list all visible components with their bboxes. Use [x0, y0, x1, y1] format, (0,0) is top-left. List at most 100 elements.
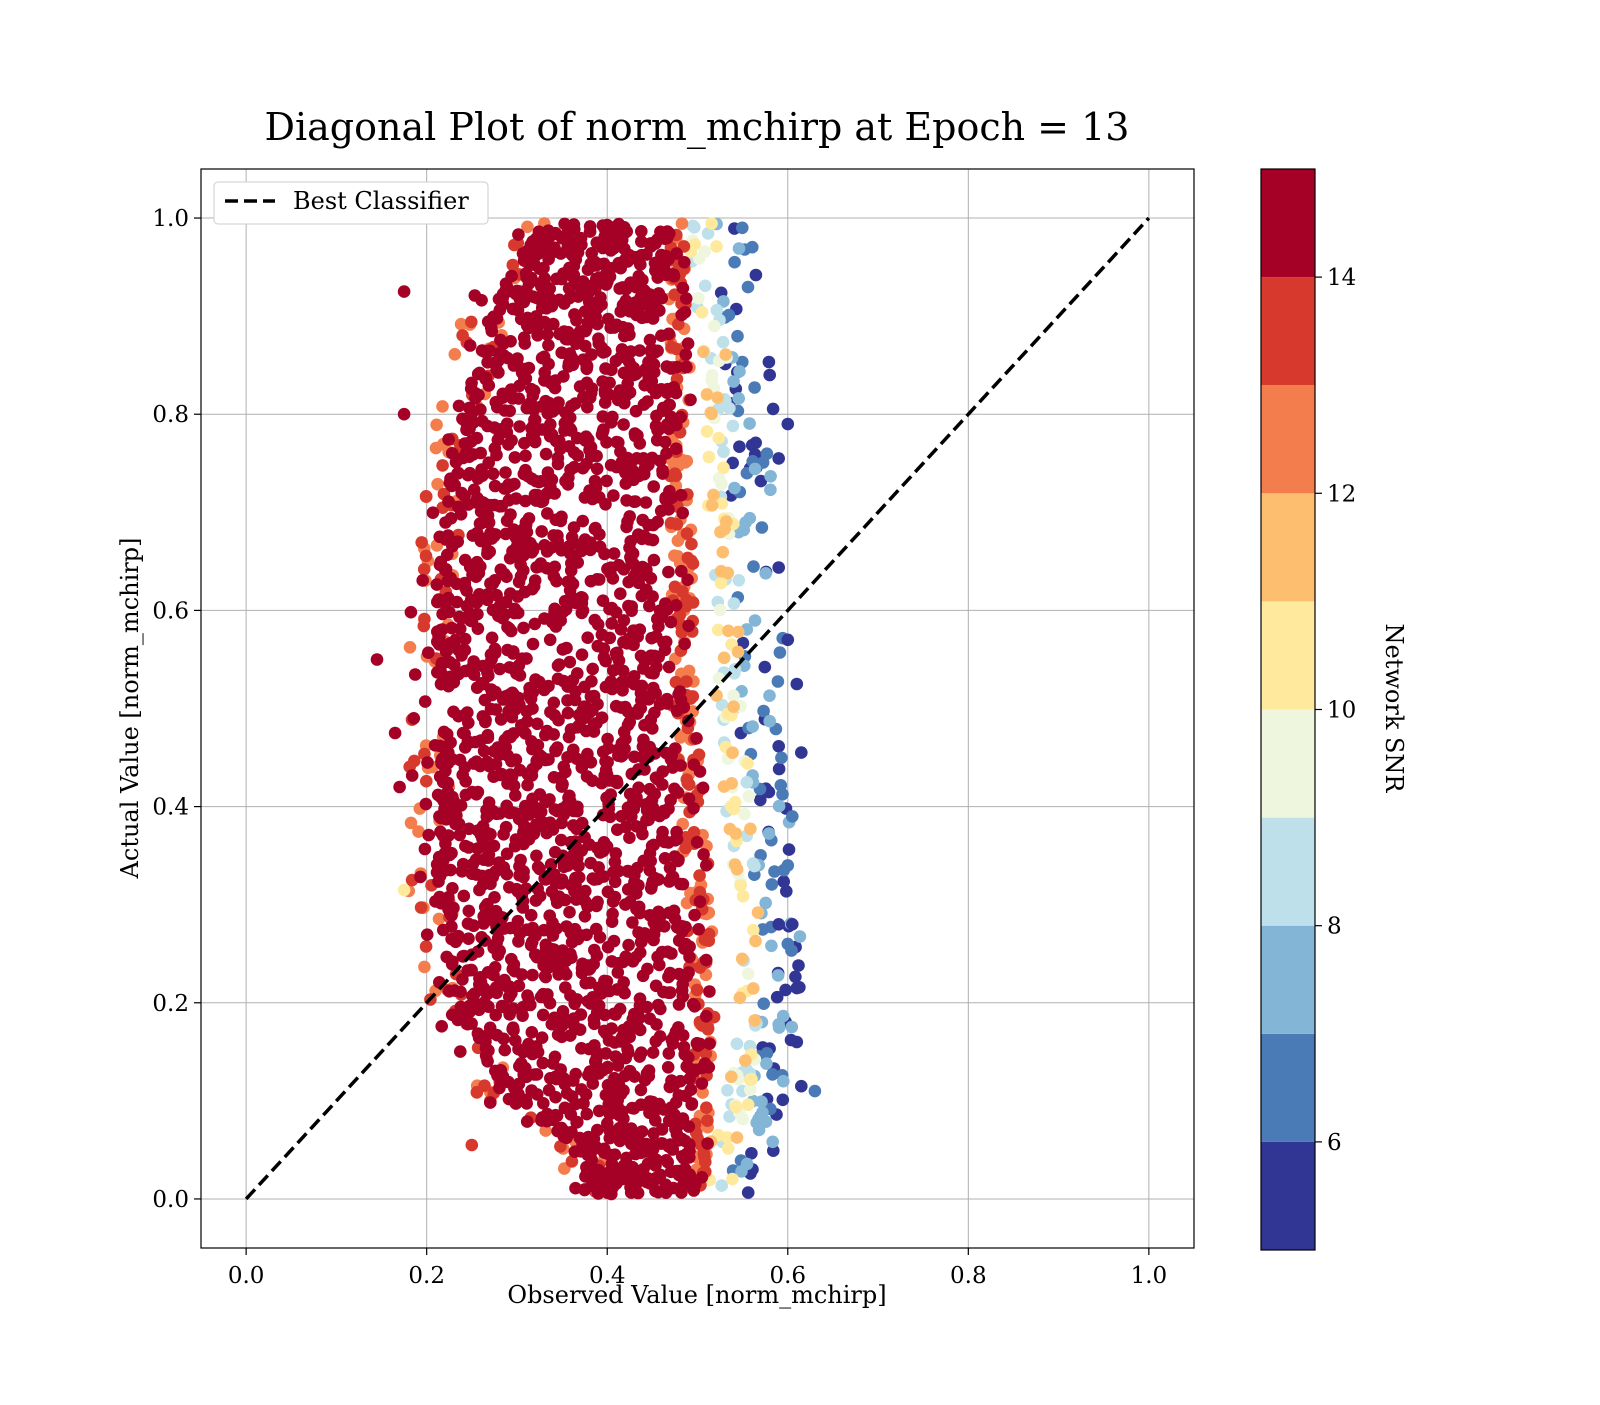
- scatter-point: [583, 443, 596, 457]
- scatter-point: [545, 541, 558, 554]
- scatter-point: [690, 1037, 704, 1050]
- scatter-point: [546, 405, 560, 418]
- scatter-point: [599, 220, 613, 234]
- colorbar-segment: [1261, 925, 1315, 1034]
- scatter-point: [442, 903, 455, 916]
- scatter-point: [610, 219, 624, 233]
- scatter-point: [407, 712, 421, 725]
- scatter-point: [582, 1068, 595, 1082]
- scatter-point-outlier: [786, 810, 799, 823]
- scatter-point: [642, 801, 655, 815]
- scatter-point: [503, 404, 516, 418]
- scatter-point: [490, 936, 503, 950]
- scatter-point: [419, 490, 433, 503]
- scatter-point: [562, 471, 575, 484]
- scatter-point: [481, 827, 495, 840]
- scatter-point: [635, 225, 648, 238]
- scatter-point: [637, 1162, 650, 1176]
- scatter-point: [650, 433, 664, 447]
- scatter-point: [560, 799, 574, 812]
- scatter-point: [580, 376, 594, 390]
- scatter-point: [728, 858, 742, 871]
- scatter-point: [494, 1064, 508, 1077]
- scatter-point: [547, 696, 561, 710]
- scatter-point: [653, 958, 666, 972]
- scatter-point: [647, 667, 660, 680]
- scatter-point: [622, 1046, 635, 1059]
- scatter-point: [503, 881, 516, 894]
- scatter-point: [634, 649, 648, 663]
- scatter-point: [526, 389, 540, 403]
- scatter-point: [728, 667, 741, 680]
- scatter-point: [690, 983, 704, 997]
- scatter-point: [498, 973, 511, 987]
- scatter-point: [727, 802, 740, 816]
- colorbar-segment: [1261, 169, 1315, 278]
- scatter-point: [630, 887, 643, 900]
- scatter-point: [575, 648, 589, 661]
- scatter-point: [659, 746, 673, 760]
- scatter-point: [702, 927, 716, 941]
- scatter-point: [474, 446, 488, 460]
- scatter-point: [775, 751, 788, 765]
- scatter-point: [469, 853, 483, 866]
- scatter-point: [508, 477, 521, 491]
- scatter-point: [746, 923, 760, 937]
- scatter-point: [436, 400, 449, 413]
- scatter-point: [504, 587, 517, 600]
- scatter-point: [623, 1065, 637, 1078]
- scatter-point: [520, 705, 534, 718]
- scatter-point: [672, 934, 686, 947]
- scatter-point: [443, 655, 457, 669]
- scatter-point: [608, 875, 622, 889]
- scatter-point-outlier: [786, 918, 799, 931]
- scatter-point: [539, 753, 552, 767]
- scatter-point: [649, 979, 663, 993]
- scatter-point: [604, 262, 618, 275]
- scatter-point: [452, 399, 466, 413]
- scatter-point: [693, 869, 706, 882]
- scatter-point: [428, 739, 442, 752]
- scatter-point: [722, 624, 735, 638]
- scatter-point: [580, 928, 593, 942]
- scatter-point: [624, 456, 638, 470]
- colorbar-tick-label: 12: [1327, 481, 1356, 507]
- scatter-point: [635, 589, 649, 603]
- scatter-point: [491, 948, 505, 962]
- scatter-point: [465, 867, 479, 880]
- scatter-point: [439, 764, 452, 778]
- scatter-point: [727, 597, 741, 610]
- scatter-point: [748, 1014, 761, 1027]
- scatter-point: [680, 773, 694, 786]
- scatter-point: [637, 398, 651, 411]
- scatter-point: [589, 1181, 602, 1194]
- scatter-point: [538, 969, 552, 983]
- scatter-point: [662, 565, 675, 579]
- y-tick-label: 0.2: [152, 991, 189, 1017]
- scatter-point: [488, 442, 502, 455]
- scatter-point: [647, 1127, 660, 1140]
- scatter-point: [585, 1153, 599, 1167]
- scatter-point: [447, 794, 461, 808]
- scatter-point: [703, 985, 716, 998]
- scatter-point: [688, 1000, 701, 1013]
- scatter-point: [408, 668, 422, 681]
- scatter-point: [789, 970, 802, 984]
- scatter-point: [421, 756, 434, 769]
- scatter-point: [601, 1061, 614, 1075]
- scatter-point: [622, 575, 635, 589]
- scatter-point: [490, 1028, 504, 1042]
- scatter-point: [497, 337, 510, 351]
- scatter-point: [687, 1184, 701, 1197]
- scatter-point: [513, 420, 526, 433]
- scatter-point: [574, 890, 588, 904]
- scatter-point: [556, 643, 570, 656]
- scatter-point: [541, 328, 554, 341]
- scatter-point: [629, 566, 643, 580]
- scatter-point-outlier: [370, 653, 384, 666]
- scatter-point: [545, 473, 559, 487]
- scatter-point: [465, 963, 478, 977]
- scatter-point: [591, 618, 605, 631]
- scatter-point: [669, 442, 683, 456]
- scatter-point: [588, 1039, 601, 1052]
